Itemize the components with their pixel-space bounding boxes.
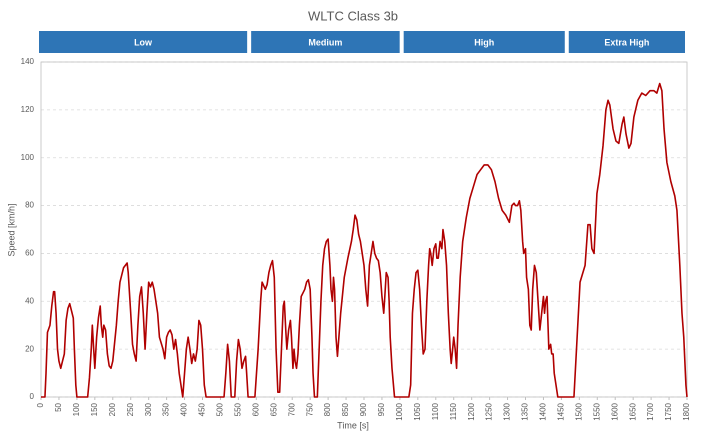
- x-tick-label: 50: [54, 402, 63, 411]
- x-tick-label: 1400: [539, 402, 548, 420]
- x-tick-label: 1300: [503, 402, 512, 420]
- phase-bar: [251, 31, 400, 53]
- speed-line: [41, 82, 688, 398]
- x-tick-label: 450: [198, 402, 207, 416]
- x-tick-label: 700: [287, 402, 296, 416]
- x-tick-label: 950: [377, 402, 386, 416]
- x-tick-label: 600: [251, 402, 260, 416]
- x-tick-label: 1650: [628, 402, 637, 420]
- phase-label: High: [474, 37, 494, 47]
- x-tick-label: 400: [180, 402, 189, 416]
- x-tick-label: 1250: [485, 402, 494, 420]
- y-tick-label: 0: [30, 392, 35, 401]
- x-tick-label: 1600: [610, 402, 619, 420]
- phase-label: Medium: [308, 37, 342, 47]
- x-tick-label: 1350: [521, 402, 530, 420]
- x-tick-label: 1750: [664, 402, 673, 420]
- x-tick-label: 750: [305, 402, 314, 416]
- y-tick-label: 60: [25, 249, 34, 258]
- x-tick-label: 550: [233, 402, 242, 416]
- x-axis-label: Time [s]: [337, 420, 369, 430]
- x-tick-label: 1550: [592, 402, 601, 420]
- y-axis-label: Speed [km/h]: [6, 203, 16, 256]
- y-tick-label: 120: [21, 105, 35, 114]
- phase-bar: [403, 31, 565, 53]
- x-tick-label: 300: [144, 402, 153, 416]
- y-tick-label: 20: [25, 344, 34, 353]
- x-tick-label: 1000: [395, 402, 404, 420]
- x-tick-label: 650: [269, 402, 278, 416]
- phase-label: Low: [134, 37, 153, 47]
- x-tick-label: 1050: [413, 402, 422, 420]
- x-tick-label: 0: [36, 402, 45, 407]
- x-tick-label: 350: [162, 402, 171, 416]
- x-tick-label: 500: [216, 402, 225, 416]
- x-tick-label: 150: [90, 402, 99, 416]
- x-tick-label: 100: [72, 402, 81, 416]
- x-tick-label: 250: [126, 402, 135, 416]
- x-tick-label: 1500: [574, 402, 583, 420]
- x-tick-label: 1800: [682, 402, 691, 420]
- chart-title: WLTC Class 3b: [308, 8, 398, 23]
- phase-bar: [39, 31, 248, 53]
- x-tick-label: 900: [359, 402, 368, 416]
- x-tick-label: 1200: [467, 402, 476, 420]
- x-tick-label: 200: [108, 402, 117, 416]
- x-tick-label: 1150: [449, 402, 458, 420]
- x-tick-label: 850: [341, 402, 350, 416]
- x-tick-label: 1700: [646, 402, 655, 420]
- x-tick-label: 800: [323, 402, 332, 416]
- x-tick-label: 1100: [431, 402, 440, 420]
- x-tick-label: 1450: [556, 402, 565, 420]
- y-tick-label: 100: [21, 153, 35, 162]
- y-tick-label: 140: [21, 57, 35, 66]
- phase-bar: [568, 31, 685, 53]
- phase-label: Extra High: [604, 37, 649, 47]
- y-tick-label: 40: [25, 296, 34, 305]
- y-tick-label: 80: [25, 201, 34, 210]
